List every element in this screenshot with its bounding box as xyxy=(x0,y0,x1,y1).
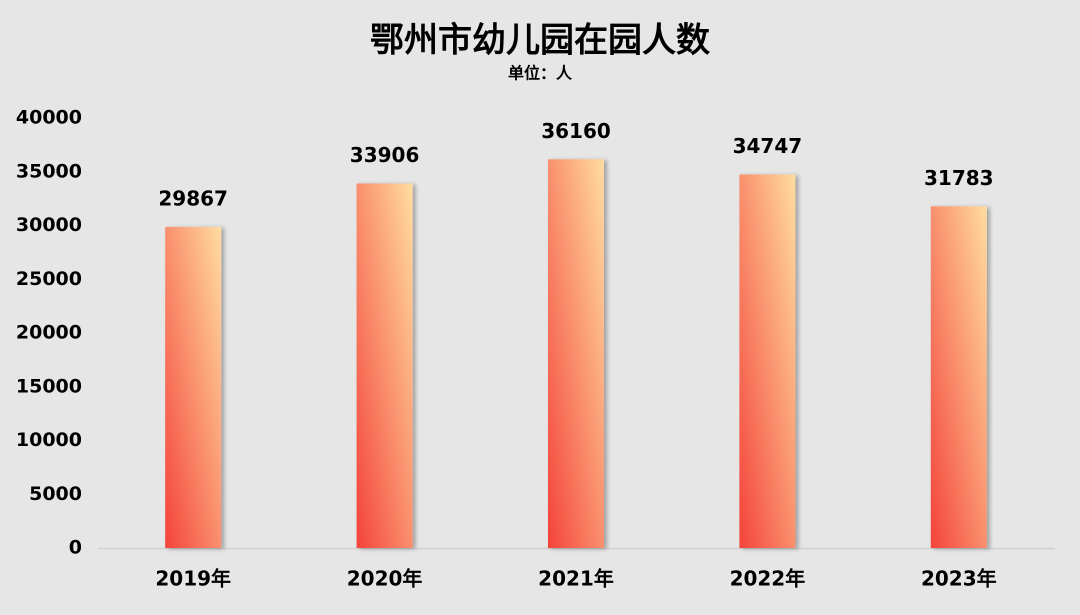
data-label: 36160 xyxy=(541,119,611,143)
data-label: 34747 xyxy=(733,134,803,158)
y-tick-label: 35000 xyxy=(16,160,82,182)
y-tick-label: 10000 xyxy=(16,429,82,451)
y-tick-label: 20000 xyxy=(16,322,82,344)
chart-subtitle: 单位：人 xyxy=(508,64,573,83)
x-tick-label: 2020年 xyxy=(347,567,423,591)
data-label: 31783 xyxy=(924,166,994,190)
data-label: 33906 xyxy=(350,143,420,167)
y-tick-label: 40000 xyxy=(16,107,82,129)
y-tick-label: 15000 xyxy=(16,375,82,397)
bar xyxy=(739,174,796,548)
y-tick-label: 5000 xyxy=(29,483,82,505)
y-tick-label: 0 xyxy=(69,537,82,559)
x-tick-label: 2019年 xyxy=(155,567,231,591)
x-tick-label: 2022年 xyxy=(730,567,806,591)
x-tick-label: 2021年 xyxy=(538,567,614,591)
bar xyxy=(356,183,413,548)
chart-title: 鄂州市幼儿园在园人数 xyxy=(370,21,710,61)
data-label: 29867 xyxy=(158,186,228,210)
x-tick-label: 2023年 xyxy=(921,567,997,591)
bar xyxy=(548,159,604,548)
bar xyxy=(930,206,987,548)
bar xyxy=(165,226,222,548)
y-tick-label: 25000 xyxy=(16,268,82,290)
y-tick-label: 30000 xyxy=(16,214,82,236)
